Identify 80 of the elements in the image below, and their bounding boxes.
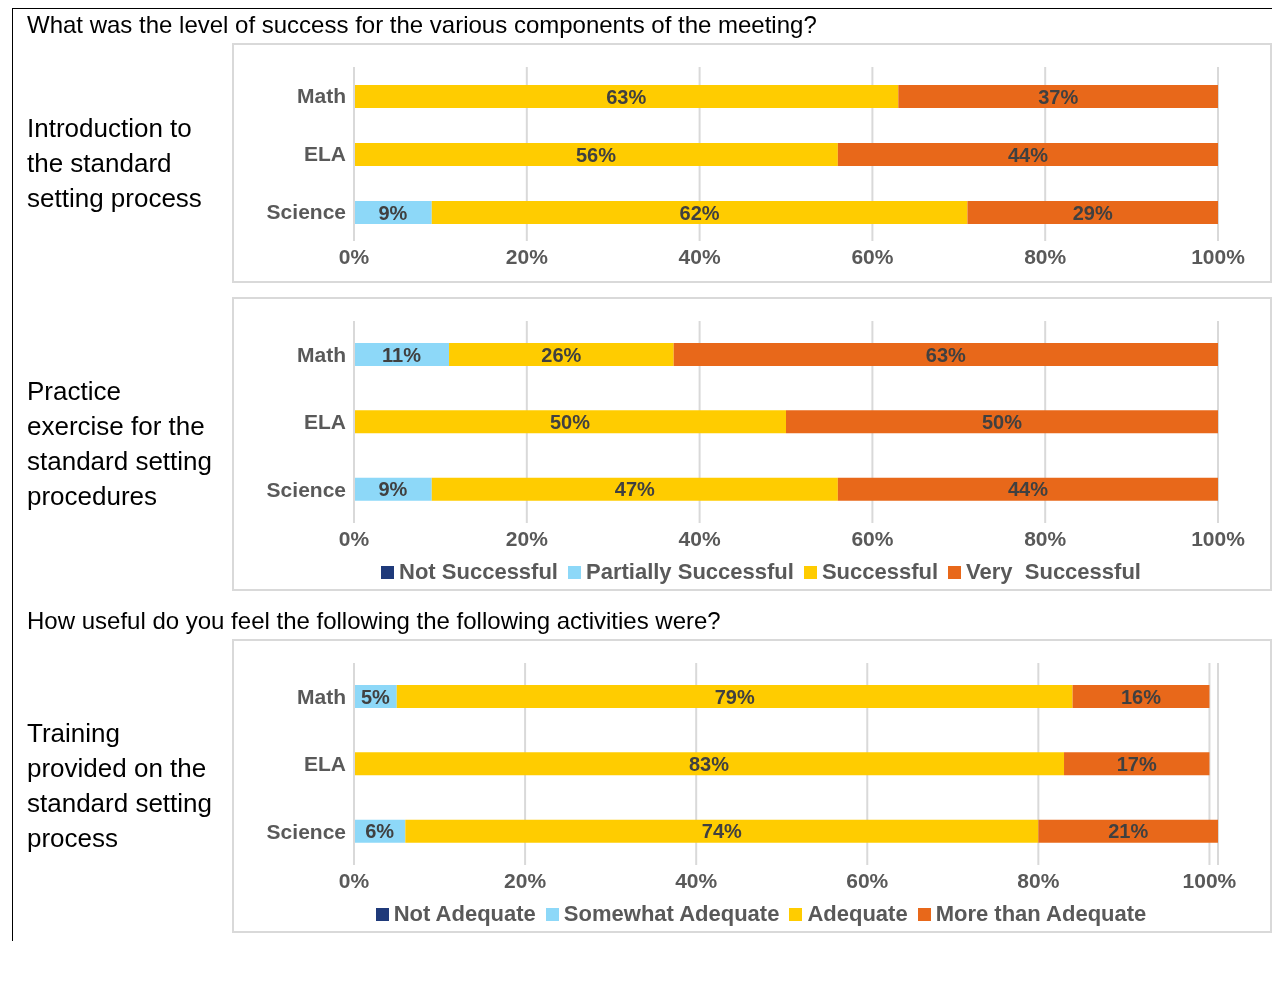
data-label: 17% (1116, 752, 1157, 775)
x-tick-label: 60% (846, 868, 889, 892)
x-tick-label: 100% (1191, 526, 1246, 550)
data-label: 9% (378, 478, 408, 501)
data-label: 29% (1072, 201, 1113, 224)
y-tick-label: Math (297, 343, 346, 367)
data-label: 37% (1038, 85, 1079, 108)
bar (1064, 752, 1210, 776)
x-tick-label: 100% (1191, 244, 1246, 268)
x-tick-label: 100% (1182, 868, 1237, 892)
x-tick-label: 0% (338, 868, 370, 892)
y-tick-label: ELA (304, 410, 346, 434)
chart-title: How useful do you feel the following the following activities were? (26, 606, 722, 636)
data-label: 83% (688, 752, 730, 775)
bar (1038, 819, 1218, 843)
x-tick-label: 80% (1024, 526, 1067, 550)
x-tick-label: 0% (338, 244, 370, 268)
legend-label: Adequate (806, 901, 908, 927)
bar (837, 477, 1218, 501)
legend-label: Not Successful (398, 559, 558, 585)
data-label: 5% (360, 685, 391, 708)
bar (431, 201, 968, 224)
x-tick-label: 40% (678, 244, 721, 268)
bar (354, 143, 838, 166)
data-label: 50% (981, 410, 1023, 433)
data-label: 11% (382, 343, 422, 366)
bar (354, 752, 1065, 776)
bar (837, 143, 1218, 166)
bar (449, 343, 674, 366)
bar (354, 410, 786, 434)
data-label: 21% (1108, 820, 1149, 843)
data-label: 79% (714, 685, 755, 708)
y-tick-label: Math (297, 685, 346, 709)
data-label: 6% (365, 820, 395, 843)
x-tick-label: 40% (678, 526, 721, 550)
bar (405, 819, 1039, 843)
bar (786, 410, 1218, 434)
chart-title: What was the level of success for the various components of the meeting? (26, 10, 818, 40)
y-tick-label: Math (297, 84, 346, 108)
legend-label: Not Adequate (392, 901, 536, 927)
y-tick-label: Science (266, 200, 346, 224)
x-tick-label: 80% (1017, 868, 1060, 892)
data-label: 16% (1120, 685, 1162, 708)
data-label: 56% (575, 143, 617, 166)
x-tick-label: 40% (675, 868, 718, 892)
data-label: 63% (606, 85, 647, 108)
bar (898, 85, 1218, 108)
y-tick-label: ELA (304, 752, 346, 776)
data-label: 44% (1007, 143, 1049, 166)
y-axis-title: Introduction to the standard setting process (26, 111, 203, 215)
bar (673, 343, 1218, 366)
legend-label: Successful (820, 559, 939, 585)
legend-label: Somewhat Adequate (562, 901, 780, 927)
x-tick-label: 20% (504, 868, 547, 892)
data-label: 47% (614, 478, 656, 501)
bar (354, 85, 899, 108)
legend-label: Very Successful (965, 559, 1141, 585)
x-tick-label: 20% (505, 244, 549, 268)
data-label: 9% (378, 201, 408, 224)
x-tick-label: 20% (505, 526, 549, 550)
data-label: 63% (925, 343, 967, 366)
data-label: 26% (541, 343, 582, 366)
x-tick-label: 0% (338, 526, 370, 550)
data-label: 74% (701, 820, 743, 843)
data-label: 62% (679, 201, 720, 224)
y-tick-label: Science (266, 819, 346, 843)
x-tick-label: 60% (851, 526, 894, 550)
legend-label: Partially Successful (585, 559, 794, 585)
bar (396, 685, 1073, 708)
data-label: 44% (1007, 478, 1049, 501)
y-tick-label: Science (266, 477, 346, 501)
x-tick-label: 60% (851, 244, 894, 268)
y-axis-title: Training provided on the standard setting process (26, 717, 213, 855)
bar (967, 201, 1218, 224)
bar (431, 477, 838, 501)
y-axis-title: Practice exercise for the standard setting procedures (26, 375, 213, 513)
x-tick-label: 80% (1024, 244, 1067, 268)
legend-label: More than Adequate (934, 901, 1147, 927)
data-label: 50% (549, 410, 591, 433)
y-tick-label: ELA (304, 142, 346, 166)
